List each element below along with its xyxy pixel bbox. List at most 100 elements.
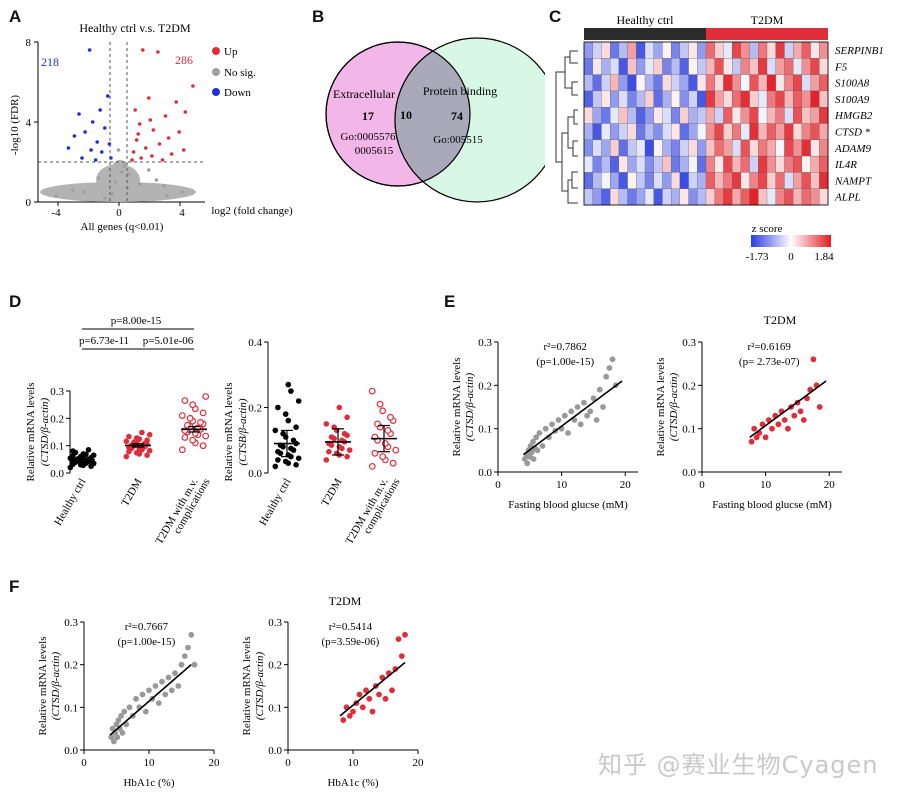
d-left-dot [202,432,210,440]
e-right-point [759,421,766,428]
volcano-plot: Healthy ctrl v.s. T2DM 8 4 0 -4 0 4 218 … [9,21,293,233]
volcano-point-down [90,120,95,124]
heatmap-cell [714,123,724,141]
volcano-point-up [174,100,178,104]
volcano-point-no-sig [165,194,169,198]
heatmap-cell [618,41,629,59]
d-pvalue-top: p=8.00e-15 [111,315,162,327]
e-left-point [555,417,562,423]
volcano-point-down [103,126,107,130]
heatmap-cell [688,123,698,141]
d-right-dot [272,427,279,434]
volcano-point-up [148,118,153,122]
heatmap-cell [819,107,829,124]
f-left-point [155,700,162,706]
d-left-dot [181,434,189,441]
e-right-ytick: 0.3 [682,337,696,349]
heatmap-cell [714,90,724,108]
heatmap-cell [801,41,812,59]
heatmap-cell [601,155,611,173]
heatmap-cell [609,90,620,108]
f-right-r2: r²=0.5414 [329,621,373,633]
f-left-point [139,691,146,698]
heatmap-cell [784,41,794,59]
e-left-point [603,373,610,380]
d-right-ylabel-italic: (CTSB/β-actin) [237,398,249,466]
heatmap-cell [644,41,655,59]
heatmap-cell [618,123,629,141]
heatmap-cell [784,74,794,92]
heatmap-cell [731,188,742,206]
heatmap-gene-label: F5 [834,61,848,73]
dotplot-panel-d: p=8.00e-15 p=6.73e-11 p=5.01e-06 Relativ… [25,315,403,546]
d-right-dot [293,462,299,468]
volcano-legend: Up No sig. Down [212,46,256,99]
heatmap-cell [705,123,716,141]
heatmap-cell [792,188,803,206]
d-right-dot [336,404,343,411]
e-left-point [600,404,606,410]
heatmap-cell [653,123,663,141]
heatmap-cell [583,188,594,206]
d-right-dot [290,437,297,444]
heatmap-cell [792,139,803,157]
heatmap-cell [662,58,672,76]
panel-label-b: B [312,7,325,26]
d-right-dot [389,459,397,467]
f-left-r2: r²=0.7667 [125,621,169,633]
f-left-point [111,738,117,745]
heatmap-cell [775,155,785,173]
heatmap-cell [601,188,611,206]
f-right-ylabel-italic: (CTSD/β-actin) [254,651,266,720]
heatmap-cell [583,123,594,141]
heatmap-cell [583,172,594,190]
f-left-ytick: 0.2 [64,660,78,672]
e-left-point [530,456,537,462]
heatmap-cell [775,188,785,206]
d-left-dot [184,421,191,429]
heatmap-cell [810,155,820,173]
heatmap-cell [609,172,620,190]
heatmap-cell [810,139,820,157]
volcano-point-no-sig [103,196,107,200]
e-left-xtick: 0 [495,479,501,491]
heatmap-cell [627,107,637,124]
f-left-point [162,691,169,698]
e-right-point [785,425,791,432]
heatmap-cell [644,172,655,190]
heatmap-cell [749,172,759,190]
d-right-dot [344,414,350,421]
heatmap-cell [740,172,751,190]
heatmap-gene-label: NAMPT [834,175,872,187]
f-left-ylabel: Relative mRNA levels [37,637,49,736]
heatmap-cell [819,188,829,206]
heatmap-cell [636,58,646,76]
heatmap-cell [688,188,698,206]
d-left-ytick: 0.1 [50,441,64,453]
e-left-point [574,404,581,410]
heatmap-cell [758,90,768,108]
heatmap-gene-label: HMGB2 [834,110,873,122]
volcano-x-label-left: All genes (q<0.01) [81,221,164,233]
heatmap-cell [775,123,785,141]
f-left-ytick: 0.1 [64,702,78,714]
volcano-point-no-sig [71,188,75,192]
heatmap-cell [592,188,602,206]
heatmap-cell [592,90,602,108]
heatmap-cell [653,58,663,76]
heatmap-cell [775,90,785,108]
d-left-dot [181,397,189,404]
heatmap-cell [766,155,777,173]
heatmap-cell [636,155,646,173]
e-right-xtick: 10 [760,479,772,491]
d-left-dot [85,447,92,453]
volcano-point-down [95,140,99,144]
heatmap-cell [670,74,681,92]
heatmap-cells [583,41,829,206]
heatmap-cell [644,188,655,206]
f-left-point [108,734,115,741]
e-left-pvalue: (p=1.00e-15) [536,356,594,368]
d-right-category-label: T2DM [319,476,344,508]
watermark: 知乎 @赛业生物Cyagen [598,751,879,779]
e-left-point [584,412,590,419]
